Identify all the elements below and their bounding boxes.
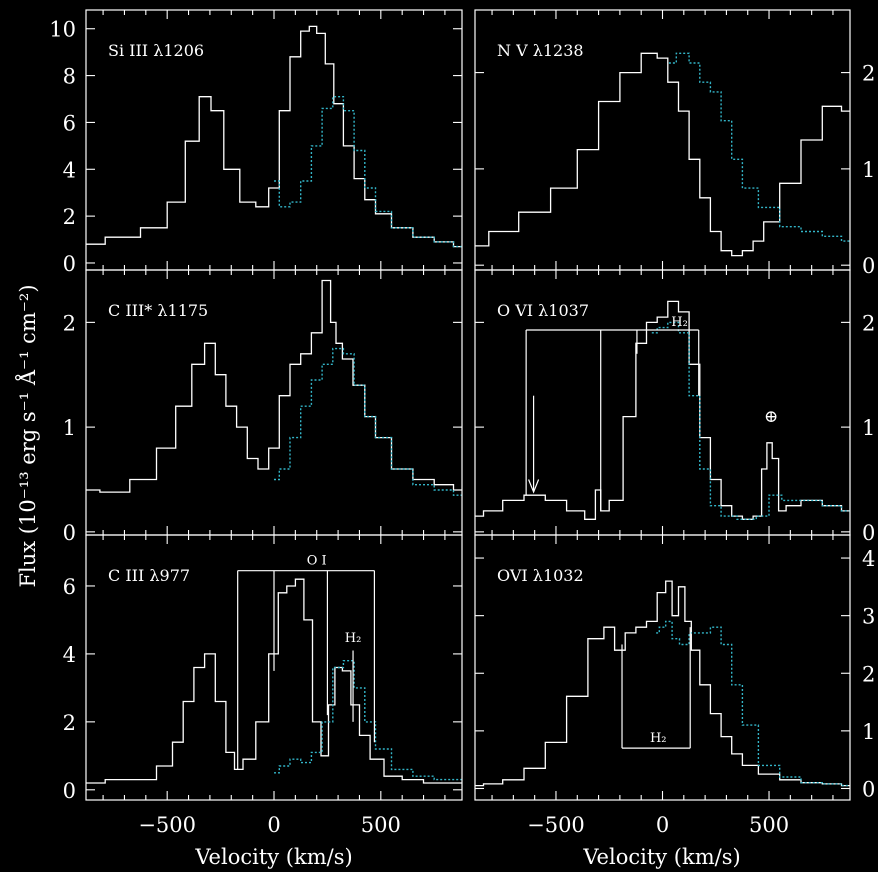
panel-title: C III* λ1175 bbox=[108, 301, 208, 320]
y-tick-label: 0 bbox=[63, 779, 76, 803]
y-tick-label: 4 bbox=[63, 643, 76, 667]
y-tick-label: 2 bbox=[63, 205, 76, 229]
series-solid-line bbox=[475, 52, 850, 257]
earth-symbol-icon: ⊕ bbox=[764, 407, 778, 427]
series-solid-line bbox=[475, 580, 850, 787]
h2-label: H₂ bbox=[671, 315, 688, 330]
arrow-down-icon bbox=[528, 479, 540, 494]
panel-middle-left: 0 1 2 C III* λ1175 bbox=[63, 269, 463, 545]
x-tick-label: 500 bbox=[361, 813, 401, 837]
series-dotted-line bbox=[274, 96, 462, 248]
panel-title: Si III λ1206 bbox=[108, 41, 204, 60]
panel-middle-right: 0 1 2 O VI λ1037 bbox=[474, 269, 875, 545]
y-tick-label: 0 bbox=[63, 521, 76, 545]
panel-bottom-left: 0 2 4 6 −500 0 500 C III λ977 bbox=[63, 534, 463, 837]
x-tick-label: 0 bbox=[267, 813, 280, 837]
y-tick-label: 6 bbox=[63, 575, 76, 599]
panel-title: N V λ1238 bbox=[497, 41, 584, 60]
panel-title: O VI λ1037 bbox=[497, 301, 589, 320]
x-axis-label-left: Velocity (km/s) bbox=[194, 845, 352, 869]
series-solid-line bbox=[86, 578, 462, 784]
y-tick-label: 0 bbox=[862, 254, 875, 278]
y-tick-label: 0 bbox=[862, 777, 875, 801]
h2-label: H₂ bbox=[345, 631, 362, 646]
panel-top-right: 0 1 2 N V λ1238 bbox=[474, 9, 875, 278]
y-tick-label: 2 bbox=[862, 311, 875, 335]
series-solid-line bbox=[475, 300, 850, 520]
oi-label: O I bbox=[307, 554, 327, 569]
y-tick-label: 2 bbox=[63, 311, 76, 335]
panel-title: C III λ977 bbox=[108, 566, 190, 585]
y-tick-label: 6 bbox=[63, 111, 76, 135]
y-tick-label: 0 bbox=[63, 252, 76, 276]
series-dotted-line bbox=[668, 52, 850, 242]
series-dotted-line bbox=[656, 620, 850, 787]
y-tick-label: 8 bbox=[63, 65, 76, 89]
series-dotted-line bbox=[274, 660, 462, 781]
y-tick-label: 1 bbox=[63, 416, 76, 440]
panel-title: OVI λ1032 bbox=[497, 566, 584, 585]
y-tick-label: 2 bbox=[862, 662, 875, 686]
y-tick-label: 2 bbox=[63, 711, 76, 735]
y-tick-label: 2 bbox=[862, 62, 875, 86]
y-tick-label: 1 bbox=[862, 416, 875, 440]
series-solid-line bbox=[86, 279, 462, 493]
panel-top-left: 0 2 4 6 8 10 Si III λ1206 bbox=[49, 9, 463, 276]
y-tick-label: 0 bbox=[862, 521, 875, 545]
series-solid-line bbox=[86, 25, 462, 248]
y-tick-label: 4 bbox=[63, 158, 76, 182]
x-tick-label: 500 bbox=[749, 813, 789, 837]
series-dotted-line bbox=[274, 347, 462, 496]
y-tick-label: 4 bbox=[862, 547, 875, 571]
y-axis-label: Flux (10⁻¹³ erg s⁻¹ Å⁻¹ cm⁻²) bbox=[15, 284, 40, 587]
y-tick-label: 1 bbox=[862, 158, 875, 182]
x-axis-label-right: Velocity (km/s) bbox=[582, 845, 740, 869]
x-tick-label: −500 bbox=[527, 813, 585, 837]
series-dotted-line bbox=[651, 321, 850, 520]
x-tick-label: 0 bbox=[656, 813, 669, 837]
y-tick-label: 1 bbox=[862, 720, 875, 744]
h2-label: H₂ bbox=[650, 731, 667, 746]
y-tick-label: 3 bbox=[862, 605, 875, 629]
y-tick-label: 10 bbox=[49, 18, 76, 42]
panel-bottom-right: 0 1 2 3 4 −500 0 500 OVI λ1032 bbox=[474, 534, 875, 837]
x-tick-label: −500 bbox=[138, 813, 196, 837]
